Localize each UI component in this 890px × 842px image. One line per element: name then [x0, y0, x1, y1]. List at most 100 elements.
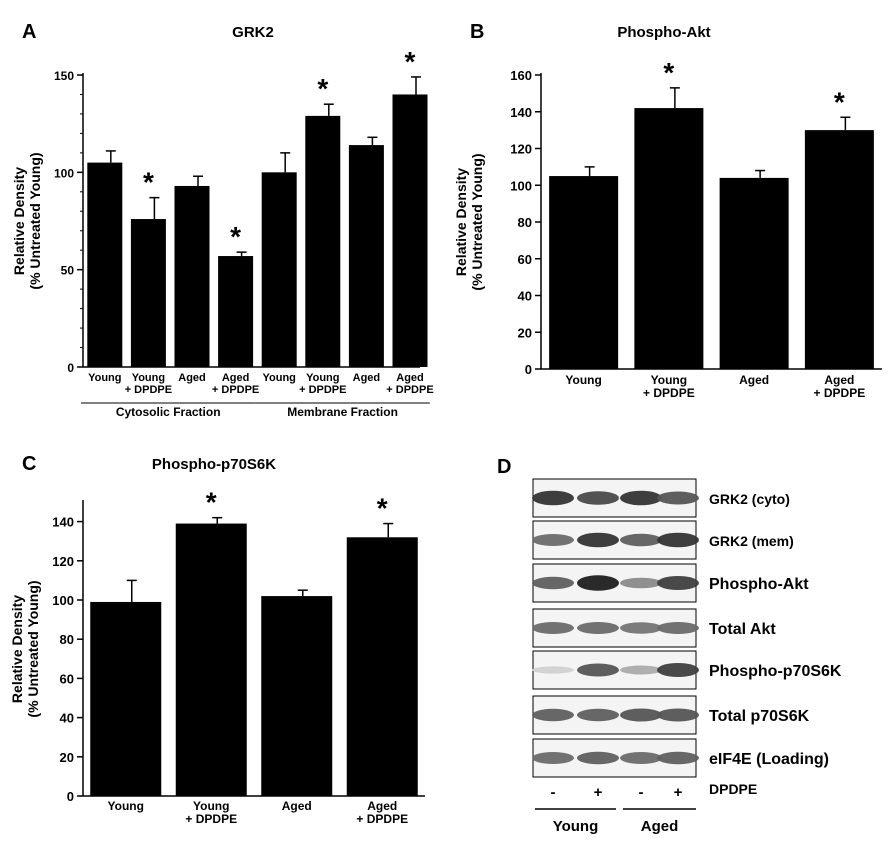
- blot-band: [577, 622, 619, 634]
- category-label: Aged: [222, 372, 250, 384]
- category-label: Aged: [178, 372, 206, 384]
- blot-band: [620, 665, 662, 675]
- blot-band: [532, 708, 574, 722]
- bar: [261, 596, 333, 796]
- category-label: + DPDPE: [356, 812, 408, 826]
- lane-treatment-marker: -: [551, 784, 556, 801]
- y-tick-label: 40: [518, 289, 532, 304]
- group-label: Young: [553, 818, 599, 835]
- y-tick-label: 80: [60, 632, 74, 647]
- blot-band: [657, 663, 699, 677]
- blot-row-label: GRK2 (cyto): [709, 491, 790, 507]
- y-tick-label: 40: [60, 711, 74, 726]
- bar: [392, 94, 428, 367]
- bar: [346, 537, 418, 796]
- bar: [348, 145, 384, 367]
- blot-band: [657, 532, 699, 548]
- category-label: Aged: [396, 372, 424, 384]
- bar: [175, 523, 247, 796]
- blot-band: [620, 708, 662, 722]
- blot-row-label: Phospho-p70S6K: [709, 663, 842, 680]
- y-tick-label: 120: [510, 142, 532, 157]
- blot-band: [620, 533, 662, 547]
- category-label: Young: [88, 372, 121, 384]
- significance-asterisk: *: [377, 493, 388, 524]
- category-label: Aged: [282, 799, 312, 813]
- bar: [90, 601, 162, 796]
- blot-row-label: eIF4E (Loading): [709, 751, 829, 768]
- bar: [719, 177, 789, 369]
- panel-a-grk2-chart: A GRK2 Relative Density (% Untreated Young)…: [11, 21, 434, 419]
- category-label: + DPDPE: [125, 384, 172, 396]
- category-label: + DPDPE: [814, 386, 866, 400]
- bar: [305, 115, 341, 367]
- y-axis-label: (% Untreated Young): [25, 580, 41, 717]
- category-label: Young: [108, 799, 144, 813]
- bar: [804, 130, 874, 369]
- y-tick-label: 0: [67, 361, 74, 375]
- panel-c-phospho-p70s6k-chart: C Phospho-p70S6K Relative Density (% Untrea…: [9, 453, 425, 826]
- category-label: + DPDPE: [643, 386, 695, 400]
- significance-asterisk: *: [663, 57, 674, 88]
- y-tick-label: 20: [518, 325, 532, 340]
- category-label: Aged: [353, 372, 381, 384]
- blot-band: [657, 751, 699, 765]
- significance-asterisk: *: [834, 86, 845, 117]
- panel-b-phospho-akt-chart: B Phospho-Akt Relative Density (% Untreated…: [453, 21, 882, 400]
- blot-band: [532, 490, 574, 506]
- category-label: + DPDPE: [299, 384, 346, 396]
- treatment-label: DPDPE: [709, 781, 757, 797]
- significance-asterisk: *: [206, 487, 217, 518]
- y-axis-label: Relative Density: [453, 168, 469, 276]
- blot-band: [657, 576, 699, 590]
- blot-row-label: Total Akt: [709, 621, 776, 638]
- y-axis-label: (% Untreated Young): [27, 152, 43, 289]
- group-label: Aged: [641, 818, 679, 835]
- y-axis-label: Relative Density: [11, 167, 27, 275]
- blot-band: [620, 752, 662, 764]
- blot-band: [532, 622, 574, 634]
- blot-band: [532, 666, 574, 674]
- blot-band: [577, 708, 619, 722]
- blot-band: [577, 751, 619, 765]
- blot-row-label: Phospho-Akt: [709, 576, 809, 593]
- category-label: + DPDPE: [185, 812, 237, 826]
- significance-asterisk: *: [405, 46, 416, 77]
- blot-row-label: Total p70S6K: [709, 708, 810, 725]
- y-tick-label: 20: [60, 750, 74, 765]
- y-tick-label: 60: [518, 252, 532, 267]
- blot-band: [577, 532, 619, 548]
- y-tick-label: 60: [60, 671, 74, 686]
- significance-asterisk: *: [317, 73, 328, 104]
- y-tick-label: 100: [510, 178, 532, 193]
- y-tick-label: 160: [510, 68, 532, 83]
- blot-band: [620, 490, 662, 506]
- blot-band: [577, 491, 619, 505]
- y-tick-label: 140: [52, 515, 74, 530]
- y-axis-label: (% Untreated Young): [469, 153, 485, 290]
- y-tick-label: 50: [61, 264, 75, 278]
- category-label: Young: [651, 373, 687, 387]
- y-tick-label: 150: [54, 69, 74, 83]
- panel-letter: C: [22, 453, 36, 475]
- panel-letter: B: [470, 21, 484, 43]
- chart-title: Phospho-p70S6K: [152, 456, 276, 473]
- chart-title: GRK2: [232, 24, 274, 41]
- bar: [634, 108, 704, 369]
- significance-asterisk: *: [230, 221, 241, 252]
- category-label: + DPDPE: [212, 384, 259, 396]
- blot-band: [620, 622, 662, 634]
- y-tick-label: 100: [52, 593, 74, 608]
- category-label: Young: [306, 372, 339, 384]
- category-label: Young: [132, 372, 165, 384]
- category-label: Aged: [824, 373, 854, 387]
- y-tick-label: 0: [525, 362, 532, 377]
- category-label: Young: [193, 799, 229, 813]
- bar: [174, 185, 210, 367]
- group-label: Cytosolic Fraction: [116, 405, 221, 419]
- blot-band: [532, 752, 574, 764]
- y-axis-label: Relative Density: [9, 595, 25, 703]
- blot-band: [532, 534, 574, 546]
- blot-band: [577, 575, 619, 591]
